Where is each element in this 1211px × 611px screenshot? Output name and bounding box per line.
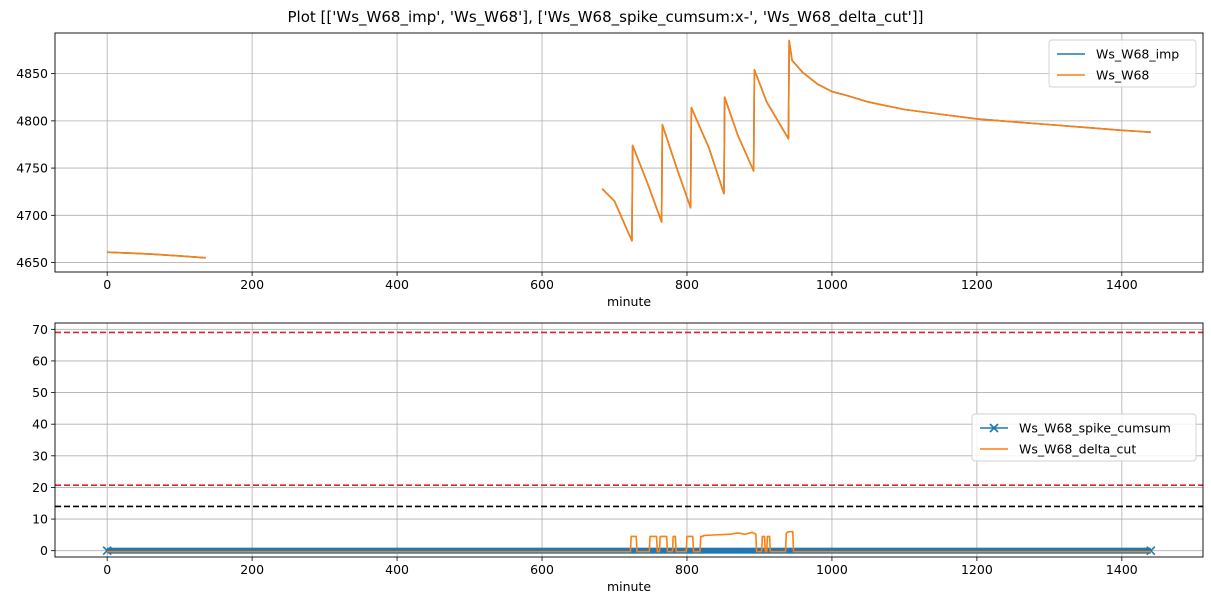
legend-label: Ws_W68 [1096, 68, 1149, 83]
y-tick-label: 10 [32, 512, 48, 527]
legend-entry: Ws_W68_delta_cut [980, 442, 1136, 457]
y-tick-label: 50 [32, 385, 48, 400]
y-tick-label: 30 [32, 448, 48, 463]
series-0 [107, 39, 1151, 259]
x-tick-label: 1000 [816, 562, 848, 577]
legend-entry: Ws_W68_spike_cumsum [980, 421, 1171, 436]
x-tick: 1200 [961, 557, 993, 577]
legend: Ws_W68_spike_cumsum Ws_W68_delta_cut [971, 413, 1197, 462]
series-1 [107, 39, 1151, 259]
legend: Ws_W68_imp Ws_W68 [1048, 39, 1197, 88]
x-tick: 1400 [1106, 272, 1138, 292]
y-tick-label: 4800 [16, 113, 48, 128]
x-tick-label: 200 [240, 277, 264, 292]
legend-label: Ws_W68_spike_cumsum [1019, 421, 1171, 436]
plot-area [107, 39, 1151, 259]
x-tick: 1400 [1106, 557, 1138, 577]
top-axes: 0 200 400 600 800 1000 1200 1400 4650 4700 4750 480… [16, 32, 1204, 309]
y-tick-label: 20 [32, 480, 48, 495]
x-tick-label: 0 [103, 277, 111, 292]
y-tick-label: 4700 [16, 208, 48, 223]
x-tick-label: 800 [675, 277, 699, 292]
x-tick-label: 800 [675, 562, 699, 577]
x-tick: 400 [385, 272, 409, 292]
y-tick: 20 [32, 480, 55, 495]
x-tick: 800 [675, 557, 699, 577]
y-tick: 4750 [16, 161, 55, 176]
x-tick: 200 [240, 557, 264, 577]
legend-box [1048, 39, 1197, 88]
grid [55, 33, 1203, 272]
x-tick: 800 [675, 272, 699, 292]
axes-frame [54, 32, 1204, 273]
x-tick: 1000 [816, 557, 848, 577]
figure-title: Plot [['Ws_W68_imp', 'Ws_W68'], ['Ws_W68… [288, 8, 924, 27]
series-line [601, 39, 1151, 242]
series-marker [102, 546, 112, 556]
x-tick-label: 400 [385, 562, 409, 577]
y-tick: 0 [40, 543, 55, 558]
x-tick-label: 200 [240, 562, 264, 577]
y-tick-label: 4750 [16, 161, 48, 176]
x-tick-label: 1200 [961, 277, 993, 292]
legend-label: Ws_W68_imp [1096, 47, 1179, 62]
x-tick-label: 1000 [816, 277, 848, 292]
y-tick: 4650 [16, 255, 55, 270]
y-tick-label: 70 [32, 322, 48, 337]
y-tick: 60 [32, 353, 55, 368]
y-tick-label: 4850 [16, 66, 48, 81]
y-tick-label: 0 [40, 543, 48, 558]
legend-marker [989, 423, 999, 433]
y-tick: 30 [32, 448, 55, 463]
bottom-axes: 0 200 400 600 800 1000 1200 1400 0 10 20 30 40 50 60 70… [32, 322, 1204, 594]
x-tick: 400 [385, 557, 409, 577]
series-line [107, 530, 1151, 553]
series-1 [107, 530, 1151, 553]
x-tick-label: 1400 [1106, 562, 1138, 577]
y-tick-label: 4650 [16, 255, 48, 270]
x-tick: 600 [530, 272, 554, 292]
y-tick: 50 [32, 385, 55, 400]
x-tick: 0 [103, 272, 111, 292]
x-tick-label: 0 [103, 562, 111, 577]
x-axis-label: minute [607, 294, 651, 309]
y-tick: 4800 [16, 113, 55, 128]
series-markers [107, 547, 1151, 554]
series-line [107, 251, 206, 259]
y-tick: 10 [32, 512, 55, 527]
axes-frame [54, 322, 1204, 558]
y-tick: 4700 [16, 208, 55, 223]
legend-entry: Ws_W68 [1057, 68, 1149, 83]
series-0 [102, 546, 1156, 556]
x-tick-label: 1400 [1106, 277, 1138, 292]
x-tick: 1000 [816, 272, 848, 292]
x-tick-label: 600 [530, 562, 554, 577]
legend-label: Ws_W68_delta_cut [1019, 442, 1136, 457]
x-tick: 0 [103, 557, 111, 577]
series-marker [1146, 546, 1156, 556]
x-tick-label: 600 [530, 277, 554, 292]
y-tick: 4850 [16, 66, 55, 81]
x-axis-label: minute [607, 579, 651, 594]
x-tick: 200 [240, 272, 264, 292]
y-tick-label: 40 [32, 417, 48, 432]
x-tick-label: 400 [385, 277, 409, 292]
y-tick: 70 [32, 322, 55, 337]
legend-box [971, 413, 1197, 462]
y-tick-label: 60 [32, 353, 48, 368]
legend-entry: Ws_W68_imp [1057, 47, 1179, 62]
x-tick: 600 [530, 557, 554, 577]
plot-area [55, 331, 1203, 556]
x-tick: 1200 [961, 272, 993, 292]
y-tick: 40 [32, 417, 55, 432]
x-tick-label: 1200 [961, 562, 993, 577]
